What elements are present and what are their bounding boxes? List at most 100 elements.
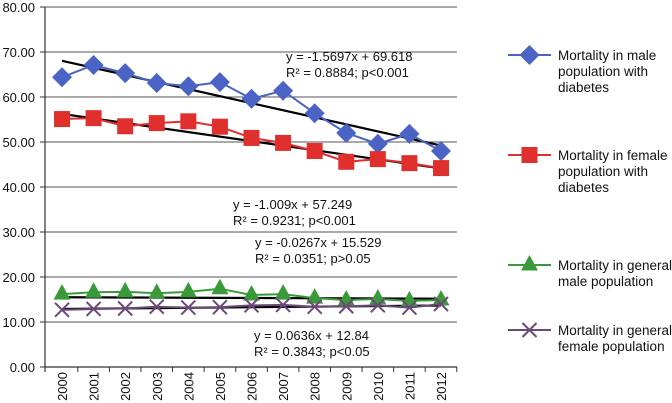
x-axis-ticks: 2000 2001 2002 2003 2004 2005 2006 2007 2008 2009… (55, 367, 458, 401)
y-tick-label: 60.00 (2, 90, 35, 105)
x-marker-stroke (521, 322, 538, 338)
x-marker-stroke (338, 298, 354, 314)
legend-label: diabetes (558, 80, 609, 95)
y-tick-label: 70.00 (2, 45, 35, 60)
x-marker-stroke (149, 298, 165, 315)
data-point (431, 141, 451, 161)
legend-label: Mortality in general (558, 258, 672, 273)
legend-label: population with (558, 164, 648, 179)
x-marker-stroke (212, 299, 228, 315)
trend-equation: y = -1.009x + 57.249 (233, 197, 352, 212)
y-tick-label: 20.00 (2, 270, 35, 285)
legend-label: Mortality in male (558, 48, 656, 63)
data-point (52, 67, 72, 88)
data-point (85, 301, 102, 317)
data-point (306, 288, 324, 304)
x-tick-label: 2011 (402, 372, 417, 400)
data-point (54, 111, 70, 128)
y-tick-label: 40.00 (2, 180, 35, 195)
x-tick-label: 2002 (118, 372, 133, 401)
data-point (369, 151, 386, 168)
data-point (370, 297, 386, 314)
data-point (275, 297, 291, 313)
data-point (148, 115, 165, 132)
y-tick-label: 30.00 (2, 225, 35, 240)
x-marker-stroke (401, 299, 418, 316)
data-point (306, 143, 323, 159)
trend-equation: y = 0.0636x + 12.84 (254, 328, 369, 343)
data-point (433, 296, 449, 312)
series-group (52, 55, 451, 318)
data-point (273, 80, 294, 101)
x-tick-label: 2007 (276, 372, 291, 401)
y-tick-label: 50.00 (2, 135, 35, 150)
data-point (336, 123, 357, 143)
series-1 (52, 55, 451, 161)
trend-r-squared: R² = 0.8884; p<0.001 (286, 65, 409, 80)
x-tick-label: 2003 (150, 372, 165, 401)
data-point (178, 76, 199, 97)
data-point (432, 289, 450, 306)
data-point (243, 129, 260, 146)
data-point (306, 298, 323, 315)
data-point (211, 118, 228, 135)
x-marker-stroke (275, 297, 291, 313)
data-point (274, 284, 292, 300)
data-point (54, 302, 70, 318)
trend-equation: y = -1.5697x + 69.618 (286, 49, 412, 64)
data-point (146, 73, 167, 94)
data-point (117, 118, 134, 135)
data-point (367, 133, 388, 154)
x-tick-label: 2010 (371, 372, 386, 401)
y-tick-label: 0.00 (10, 360, 35, 375)
x-tick-label: 2009 (339, 372, 354, 401)
x-tick-label: 2005 (213, 372, 228, 401)
y-tick-label: 10.00 (2, 315, 35, 330)
legend-label: male population (558, 274, 653, 289)
series-2 (54, 110, 449, 177)
legend-label: Mortality in female (558, 148, 668, 163)
data-point (148, 283, 166, 299)
series-3 (53, 278, 450, 307)
x-marker-stroke (306, 298, 323, 315)
data-point (211, 278, 229, 295)
x-tick-label: 2001 (87, 372, 102, 401)
data-point (179, 281, 197, 298)
data-point (304, 103, 325, 124)
data-point (212, 299, 228, 315)
legend-label: female population (558, 339, 665, 354)
data-point (241, 88, 262, 109)
legend-marker (521, 255, 538, 271)
data-point (180, 299, 197, 316)
data-point (117, 300, 133, 317)
data-point (85, 110, 102, 127)
data-point (85, 282, 103, 298)
x-marker-stroke (433, 296, 449, 312)
x-tick-label: 2008 (308, 372, 323, 401)
legend-marker (521, 147, 538, 163)
x-tick-label: 2004 (181, 372, 196, 401)
data-point (401, 155, 418, 172)
legend-marker (519, 45, 540, 65)
y-tick-label: 80.00 (2, 0, 35, 15)
data-point (338, 153, 355, 170)
legend-label: diabetes (558, 180, 609, 195)
x-marker-stroke (117, 300, 133, 317)
data-point (149, 298, 165, 315)
data-point (433, 160, 449, 177)
x-tick-label: 2006 (245, 372, 260, 401)
trend-equation: y = -0.0267x + 15.529 (255, 235, 381, 250)
x-marker-stroke (243, 297, 260, 314)
data-point (53, 284, 71, 300)
data-point (401, 299, 418, 316)
series-4 (54, 296, 449, 318)
legend-marker (521, 322, 538, 338)
data-point (83, 55, 104, 76)
x-marker-stroke (370, 297, 386, 314)
data-point (115, 63, 136, 84)
data-point (369, 289, 387, 305)
